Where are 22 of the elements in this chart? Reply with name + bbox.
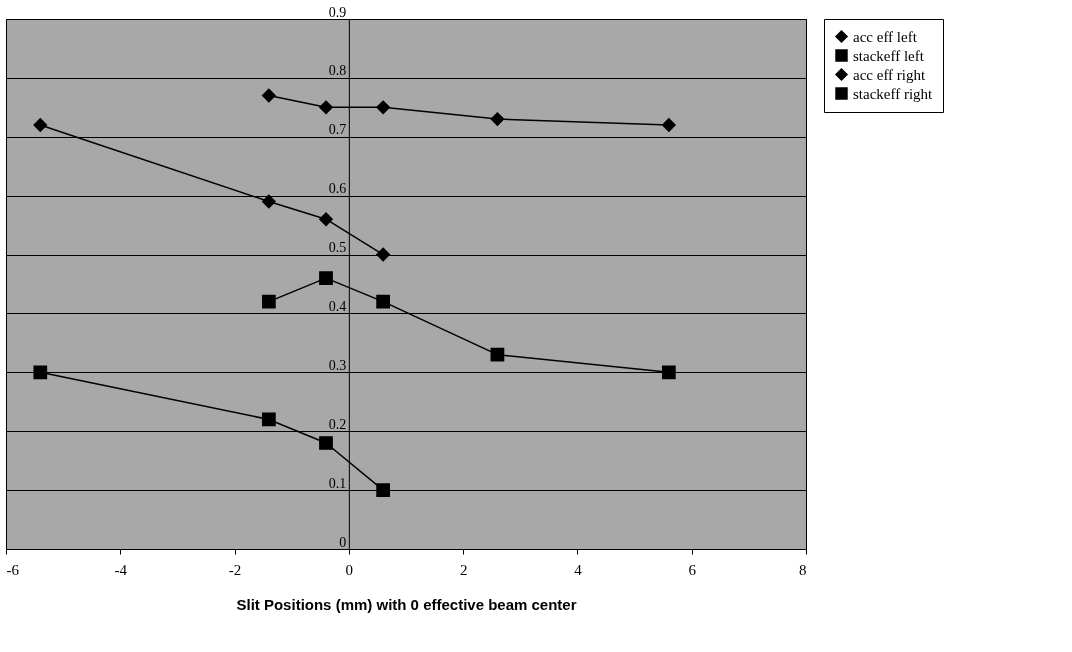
x-tick-label: -4 [114, 561, 128, 578]
x-tick-label: -2 [228, 561, 242, 578]
legend-label: stackeff left [853, 47, 925, 64]
y-tick-label: 0.3 [328, 357, 347, 373]
x-tick-label: 8 [799, 561, 807, 578]
y-tick-label: 0.8 [328, 63, 347, 79]
y-tick-label: 0.7 [328, 122, 347, 138]
y-tick-label: 0 [339, 534, 347, 550]
y-tick-label: 0.9 [328, 4, 347, 20]
x-tick-label: 2 [459, 561, 468, 578]
y-tick-label: 0.5 [328, 240, 347, 256]
y-tick-label: 0.6 [328, 181, 347, 197]
y-tick-label: 0.2 [328, 416, 347, 432]
legend-label: stackeff right [853, 85, 934, 102]
y-tick-label: 0.1 [328, 475, 347, 491]
x-tick-label: -6 [6, 561, 20, 578]
x-tick-label: 4 [574, 561, 583, 578]
legend-label: acc eff right [853, 66, 927, 83]
x-axis-title: Slit Positions (mm) with 0 effective beam center [236, 595, 577, 613]
legend-label: acc eff left [853, 28, 918, 45]
x-tick-label: 6 [688, 561, 697, 578]
y-tick-label: 0.4 [328, 298, 347, 314]
